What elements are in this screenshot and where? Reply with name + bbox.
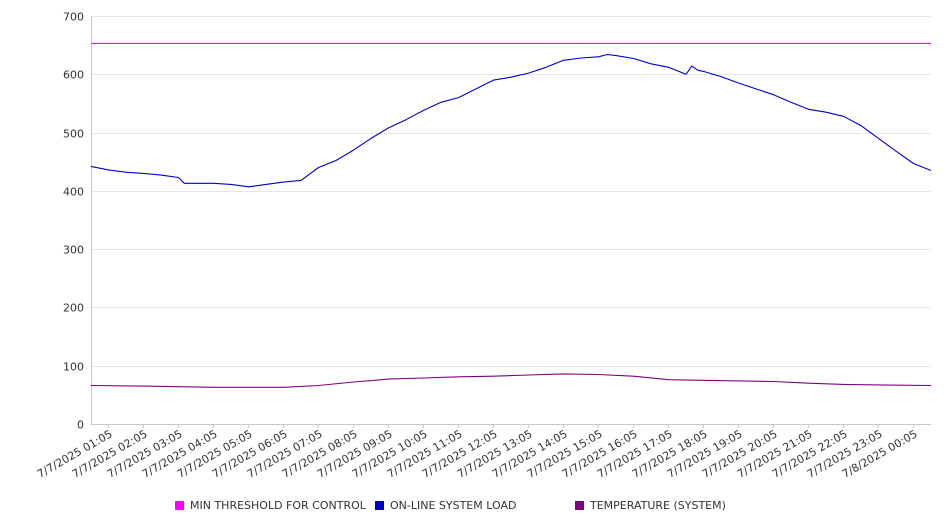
legend-swatch bbox=[575, 501, 584, 510]
y-tick-label: 100 bbox=[63, 361, 84, 374]
y-tick-label: 400 bbox=[63, 186, 84, 199]
y-tick-labels: 0 100 200 300 400 500 600 700 bbox=[63, 11, 84, 432]
x-tick-labels: 7/7/2025 01:057/7/2025 02:057/7/2025 03:… bbox=[35, 427, 920, 481]
legend-label: MIN THRESHOLD FOR CONTROL bbox=[190, 499, 367, 512]
legend-swatch bbox=[375, 501, 384, 510]
y-tick-label: 500 bbox=[63, 128, 84, 141]
legend-label: ON-LINE SYSTEM LOAD bbox=[390, 499, 516, 512]
gridlines bbox=[91, 16, 931, 367]
y-tick-label: 300 bbox=[63, 244, 84, 257]
axes bbox=[91, 16, 931, 428]
y-tick-label: 600 bbox=[63, 69, 84, 82]
series-line-3 bbox=[90, 373, 932, 388]
legend: MIN THRESHOLD FOR CONTROL ON-LINE SYSTEM … bbox=[175, 499, 726, 512]
y-tick-label: 0 bbox=[77, 419, 84, 432]
series-line-2 bbox=[90, 53, 932, 188]
legend-label: TEMPERATURE (SYSTEM) bbox=[589, 499, 726, 512]
legend-swatch bbox=[175, 501, 184, 510]
y-tick-label: 700 bbox=[63, 11, 84, 24]
y-tick-label: 200 bbox=[63, 302, 84, 315]
series-lines bbox=[90, 42, 932, 388]
